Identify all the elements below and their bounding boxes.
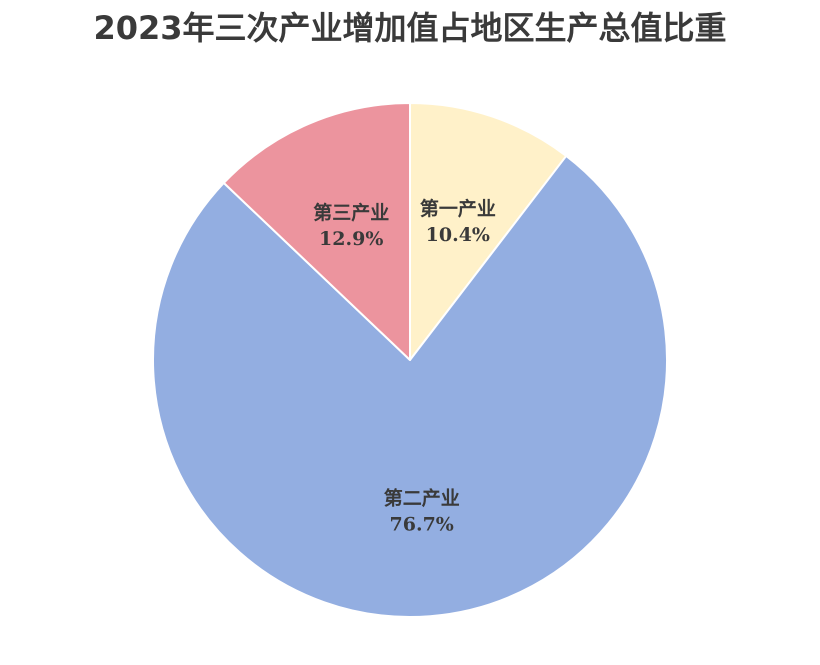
pie-labels: 第一产业 10.4% 第二产业 76.7% 第三产业 12.9% — [313, 197, 496, 536]
pie-slice-3 — [222, 102, 411, 361]
slice-label-2: 第二产业 — [384, 487, 460, 510]
pie-slices — [152, 102, 668, 618]
slice-label-3: 第三产业 — [313, 201, 389, 224]
slice-value-label-2: 76.7% — [390, 514, 454, 536]
pie-slice-2 — [152, 154, 668, 618]
slice-value-label-3: 12.9% — [319, 228, 383, 250]
chart-title: 2023年三次产业增加值占地区生产总值比重 — [93, 9, 727, 47]
slice-label-1: 第一产业 — [420, 197, 496, 220]
slice-value-label-1: 10.4% — [426, 224, 490, 246]
pie-slice-1 — [409, 102, 568, 361]
